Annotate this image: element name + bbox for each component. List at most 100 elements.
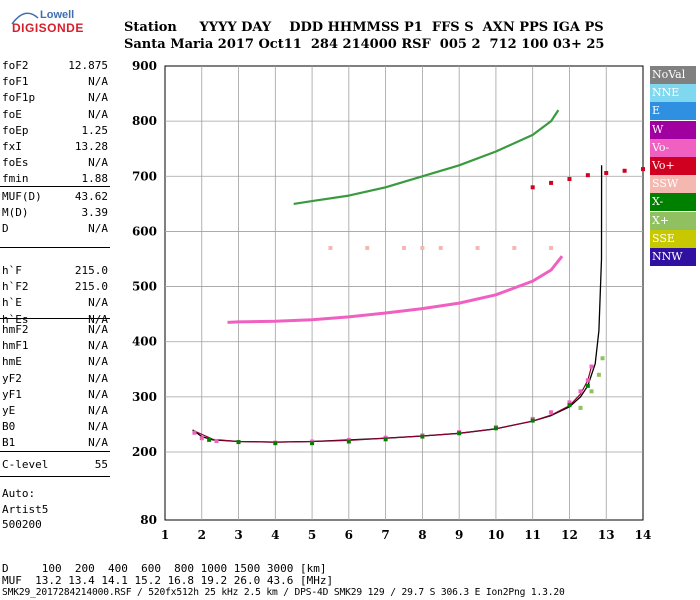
data-point	[596, 372, 601, 377]
trace-line	[194, 366, 593, 443]
legend-item: NoVal	[650, 66, 696, 84]
x-tick-label: 13	[598, 528, 615, 542]
autoscale-label: Auto:	[2, 487, 36, 500]
param-name: h`Es	[2, 312, 29, 326]
param-row: foE N/A	[2, 108, 108, 124]
x-tick-label: 11	[524, 528, 541, 542]
x-tick-label: 7	[381, 528, 389, 542]
data-point	[585, 378, 590, 383]
param-name: MUF(D)	[2, 190, 42, 203]
plot-frame	[164, 65, 644, 521]
legend-item: Vo+	[650, 157, 696, 175]
param-value: 1.88	[81, 172, 109, 186]
param-value: 43.62	[74, 190, 108, 203]
data-point	[641, 167, 645, 172]
param-name: foEp	[2, 123, 29, 137]
param-row: MUF(D) 43.62	[2, 190, 108, 206]
param-row: h`Es N/A	[2, 313, 108, 329]
data-point	[214, 438, 219, 443]
legend-item: NNW	[650, 248, 696, 266]
param-value: N/A	[88, 91, 108, 105]
param-value: N/A	[88, 222, 108, 236]
data-point	[310, 441, 315, 446]
param-value: N/A	[88, 156, 108, 170]
param-value: N/A	[88, 339, 108, 353]
data-point	[578, 389, 583, 394]
data-point	[420, 434, 425, 439]
param-name: fxI	[2, 140, 22, 153]
legend-item: X-	[650, 193, 696, 212]
data-point	[346, 439, 351, 444]
param-row: B0 N/A	[2, 420, 108, 436]
param-row: B1 N/A	[2, 436, 108, 452]
param-value: N/A	[88, 296, 108, 310]
data-point	[567, 177, 572, 182]
x-tick-label: 2	[198, 528, 206, 542]
x-tick-label: 6	[345, 528, 353, 542]
param-value: 1.25	[81, 123, 109, 137]
param-value: N/A	[88, 404, 108, 417]
header-fields: Station YYYY DAY DDD HHMMSS P1 FFS S AXN…	[124, 20, 604, 35]
data-point	[622, 168, 627, 173]
param-row: hmF2 N/A	[2, 323, 108, 339]
data-point	[530, 418, 535, 423]
param-name: foE	[2, 107, 22, 121]
legend-item: X+	[650, 211, 696, 230]
x-tick-label: 14	[635, 528, 652, 542]
data-point	[600, 356, 605, 361]
param-value: 12.875	[68, 59, 108, 72]
param-row: foEp 1.25	[2, 124, 108, 140]
data-point	[585, 173, 590, 178]
param-row: fxI 13.28	[2, 140, 108, 156]
param-row: h`F2 215.0	[2, 280, 108, 296]
param-row: fmin 1.88	[2, 172, 108, 188]
data-point	[365, 245, 370, 250]
legend-item: NNE	[650, 84, 696, 103]
param-row: foEs N/A	[2, 156, 108, 172]
param-name: foEs	[2, 156, 29, 170]
data-point	[604, 170, 609, 175]
param-value: N/A	[88, 75, 108, 89]
separator-line	[0, 451, 110, 452]
param-name: yE	[2, 404, 16, 417]
data-point	[192, 430, 197, 435]
param-value: N/A	[88, 323, 108, 336]
y-tick-label: 700	[132, 169, 157, 183]
x-tick-label: 3	[234, 528, 242, 542]
legend-item: E	[650, 102, 696, 121]
header-values: Santa Maria 2017 Oct11 284 214000 RSF 00…	[124, 37, 605, 52]
separator-line	[0, 476, 110, 477]
data-point	[585, 383, 590, 388]
data-point	[402, 245, 406, 250]
y-tick-label: 600	[132, 224, 157, 238]
param-row: yE N/A	[2, 404, 108, 420]
y-tick-label: 200	[132, 445, 157, 459]
data-point	[420, 245, 425, 250]
x-tick-label: 9	[455, 528, 463, 542]
x-tick-label: 5	[308, 528, 316, 542]
y-tick-label: 900	[132, 59, 157, 73]
param-name: B0	[2, 420, 16, 434]
logo-digisonde: DIGISONDE	[12, 21, 84, 35]
param-value: 215.0	[74, 264, 108, 277]
y-tick-label: 80	[140, 513, 157, 527]
param-value: 55	[94, 458, 108, 471]
x-tick-label: 12	[561, 528, 578, 542]
data-point	[438, 245, 443, 250]
separator-line	[0, 318, 110, 319]
data-point	[549, 245, 554, 250]
param-value: 13.28	[74, 140, 108, 153]
y-tick-label: 500	[132, 280, 157, 294]
separator-line	[0, 247, 110, 248]
footer-distance-row: D 100 200 400 600 800 1000 1500 3000 [km…	[2, 562, 327, 575]
param-row: hmE N/A	[2, 355, 108, 371]
data-point	[207, 437, 212, 442]
param-row: C-level 55	[2, 458, 108, 474]
data-point	[567, 400, 572, 405]
data-point	[549, 410, 554, 415]
separator-line	[0, 186, 110, 187]
param-name: yF2	[2, 371, 22, 385]
data-point	[236, 440, 241, 445]
param-value: N/A	[88, 387, 108, 401]
param-row: h`F 215.0	[2, 264, 108, 280]
